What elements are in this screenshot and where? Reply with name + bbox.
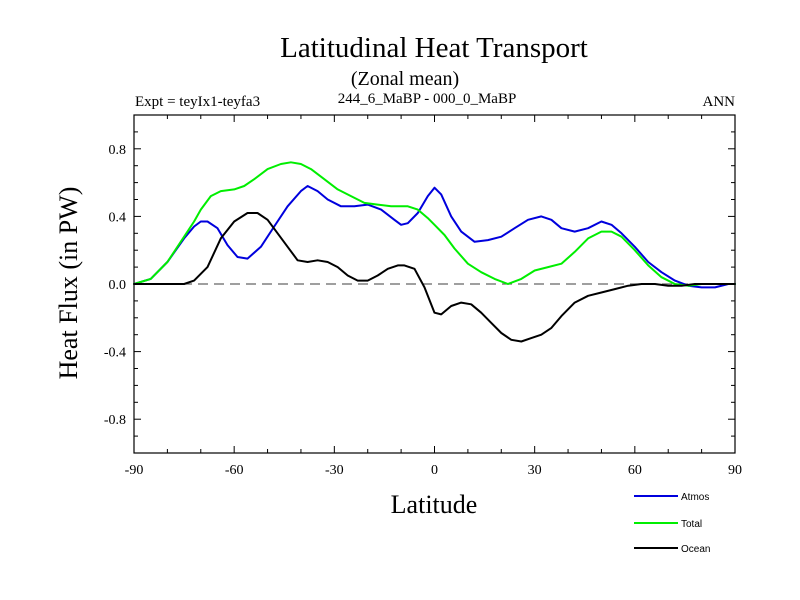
chart-title: Latitudinal Heat Transport (280, 32, 588, 64)
x-tick-label: 60 (628, 463, 642, 478)
x-tick-label: -60 (225, 463, 244, 478)
legend-label-total: Total (681, 519, 702, 530)
x-tick-label: -30 (325, 463, 344, 478)
y-tick-label: -0.8 (104, 413, 126, 428)
y-axis-label: Heat Flux (in PW) (54, 187, 83, 380)
period-label: 244_6_MaBP - 000_0_MaBP (338, 91, 517, 107)
series-line-ocean (133, 212, 736, 343)
x-axis-label: Latitude (391, 490, 478, 519)
x-tick-label: -90 (125, 463, 144, 478)
x-tick-label: 90 (728, 463, 742, 478)
series-line-atmos (133, 185, 736, 289)
expt-label: Expt = teyIx1-teyfa3 (135, 94, 260, 110)
legend-label-ocean: Ocean (681, 544, 710, 555)
series-line-total (133, 161, 736, 287)
y-tick-label: -0.4 (104, 346, 126, 361)
legend: Atmos Total Ocean (634, 492, 710, 555)
chart-subtitle: (Zonal mean) (351, 68, 459, 90)
x-tick-label: 0 (431, 463, 438, 478)
x-tick-label: 30 (528, 463, 542, 478)
y-tick-label: 0.4 (109, 210, 127, 225)
season-label: ANN (703, 94, 736, 110)
legend-label-atmos: Atmos (681, 492, 709, 503)
y-tick-label: 0.8 (109, 143, 127, 158)
plot-area: -90 -60 -30 0 30 60 90 -0.8 -0.4 0.0 0.4 0.8 (104, 114, 742, 478)
y-tick-label: 0.0 (109, 278, 127, 293)
